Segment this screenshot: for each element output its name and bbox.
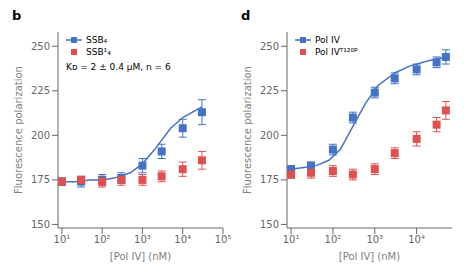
html-text:Kᴅ = 2 ± 0.4 μM, n = 6: Kᴅ = 2 ± 0.4 μM, n = 6 <box>66 62 171 72</box>
html-text:d: d <box>241 8 251 23</box>
html-text:SSB₄: SSB₄ <box>86 35 108 45</box>
svg-text:Fluorescence polarization: Fluorescence polarization <box>242 66 253 194</box>
svg-text:10⁴: 10⁴ <box>174 234 191 245</box>
svg-text:Fluorescence polarization: Fluorescence polarization <box>13 66 24 194</box>
svg-text:150: 150 <box>31 219 50 230</box>
svg-text:10¹: 10¹ <box>54 234 71 245</box>
svg-text:250: 250 <box>31 41 50 52</box>
svg-text:250: 250 <box>260 41 279 52</box>
svg-text:225: 225 <box>31 85 50 96</box>
svg-text:200: 200 <box>260 130 279 141</box>
svg-text:225: 225 <box>260 85 279 96</box>
svg-text:[Pol IV] (nM): [Pol IV] (nM) <box>110 251 171 262</box>
html-text:Pol IVᵀ¹²⁰ᴾ: Pol IVᵀ¹²⁰ᴾ <box>315 47 358 57</box>
svg-text:175: 175 <box>260 174 279 185</box>
svg-text:10⁴: 10⁴ <box>408 234 425 245</box>
html-text:b: b <box>12 8 22 23</box>
svg-text:10²: 10² <box>325 234 342 245</box>
svg-text:10³: 10³ <box>134 234 151 245</box>
svg-text:10²: 10² <box>94 234 111 245</box>
html-text:Pol IV: Pol IV <box>315 35 340 45</box>
svg-text:200: 200 <box>31 130 50 141</box>
svg-text:10³: 10³ <box>366 234 383 245</box>
svg-text:10¹: 10¹ <box>283 234 300 245</box>
html-text:SSB¹₄: SSB¹₄ <box>86 47 111 57</box>
svg-text:150: 150 <box>260 219 279 230</box>
svg-text:175: 175 <box>31 174 50 185</box>
svg-text:10⁵: 10⁵ <box>215 234 232 245</box>
svg-text:[Pol IV] (nM): [Pol IV] (nM) <box>339 251 400 262</box>
